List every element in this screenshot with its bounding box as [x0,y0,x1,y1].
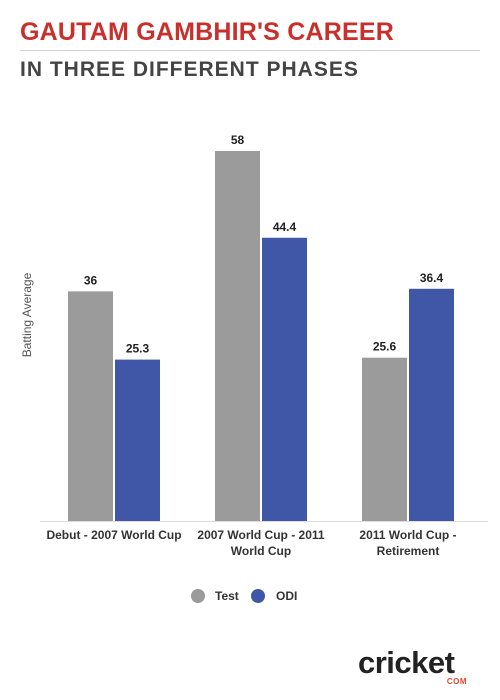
legend-marker-odi [251,589,265,603]
bar-odi-2 [262,237,307,522]
data-label-test-2: 58 [231,133,245,147]
logo-wordmark: cricket [358,645,455,680]
data-label-odi-2: 44.4 [273,220,297,234]
x-tick-label-3: Retirement [377,544,440,558]
bar-chart: Batting Average 36 58 25.6 25.3 44.4 36.4 Debut… [20,133,488,603]
bar-odi-3 [409,288,454,521]
logo-domain: COM [446,677,467,686]
bar-test-1 [68,291,113,521]
x-tick-label-2: World Cup [231,544,291,558]
cricket-com-logo: cricket COM [358,647,473,692]
chart-subtitle: IN THREE DIFFERENT PHASES [20,58,359,81]
data-label-odi-3: 36.4 [420,271,444,285]
bar-test-2 [215,151,260,521]
y-axis-label: Batting Average [20,272,34,357]
legend-label-odi: ODI [276,589,297,603]
bar-test-3 [362,357,407,521]
legend-marker-test [191,589,205,603]
data-label-test-1: 36 [84,273,98,287]
x-tick-label-2: 2007 World Cup - 2011 [197,528,324,542]
chart-title: GAUTAM GAMBHIR'S CAREER [20,18,394,46]
data-label-odi-1: 25.3 [126,342,150,356]
x-tick-label-1: Debut - 2007 World Cup [46,528,181,542]
x-tick-label-3: 2011 World Cup - [359,528,456,542]
data-label-test-3: 25.6 [373,340,397,354]
bar-odi-1 [115,359,160,521]
legend-label-test: Test [215,589,239,603]
title-divider [20,50,480,51]
